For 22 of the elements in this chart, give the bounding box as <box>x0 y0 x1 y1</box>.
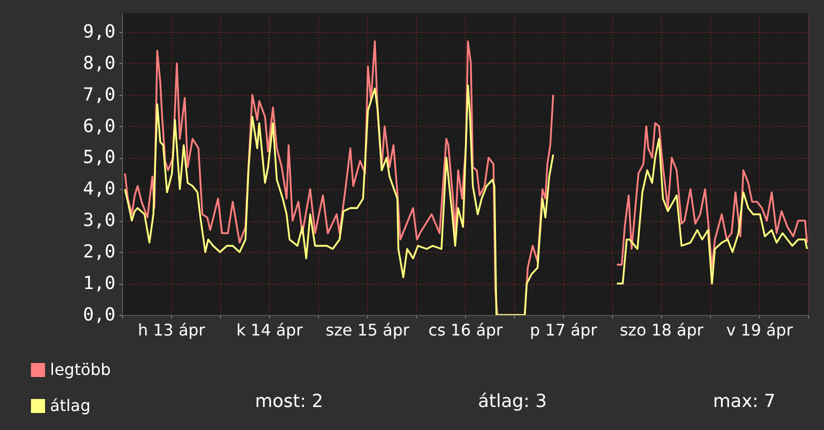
y-tick-label: 4,0 <box>82 178 116 200</box>
y-tick-label: 7,0 <box>82 84 116 106</box>
x-tick-label: szo 18 ápr <box>620 320 704 340</box>
y-tick-label: 9,0 <box>82 21 116 42</box>
x-tick-label: cs 16 ápr <box>428 320 504 340</box>
y-tick-label: 5,0 <box>82 147 116 168</box>
x-tick-label: v 19 ápr <box>726 320 794 340</box>
x-tick-label: k 14 ápr <box>236 320 304 340</box>
legend-label: legtöbb <box>50 360 111 379</box>
y-tick-label: 6,0 <box>82 116 116 137</box>
y-tick-label: 8,0 <box>82 52 116 74</box>
x-tick-label: p 17 ápr <box>530 320 598 340</box>
text: max: 7 <box>713 391 776 412</box>
text: most: 2 <box>255 391 324 412</box>
x-tick-label: sze 15 ápr <box>326 320 410 340</box>
text: átlag: 3 <box>478 391 547 412</box>
y-tick-label: 0,0 <box>82 304 116 326</box>
y-tick-label: 3,0 <box>82 210 116 232</box>
x-tick-label: h 13 ápr <box>138 320 206 340</box>
y-tick-label: 2,0 <box>82 242 116 263</box>
legend-label: átlag <box>50 396 90 415</box>
y-tick-label: 1,0 <box>82 273 116 294</box>
